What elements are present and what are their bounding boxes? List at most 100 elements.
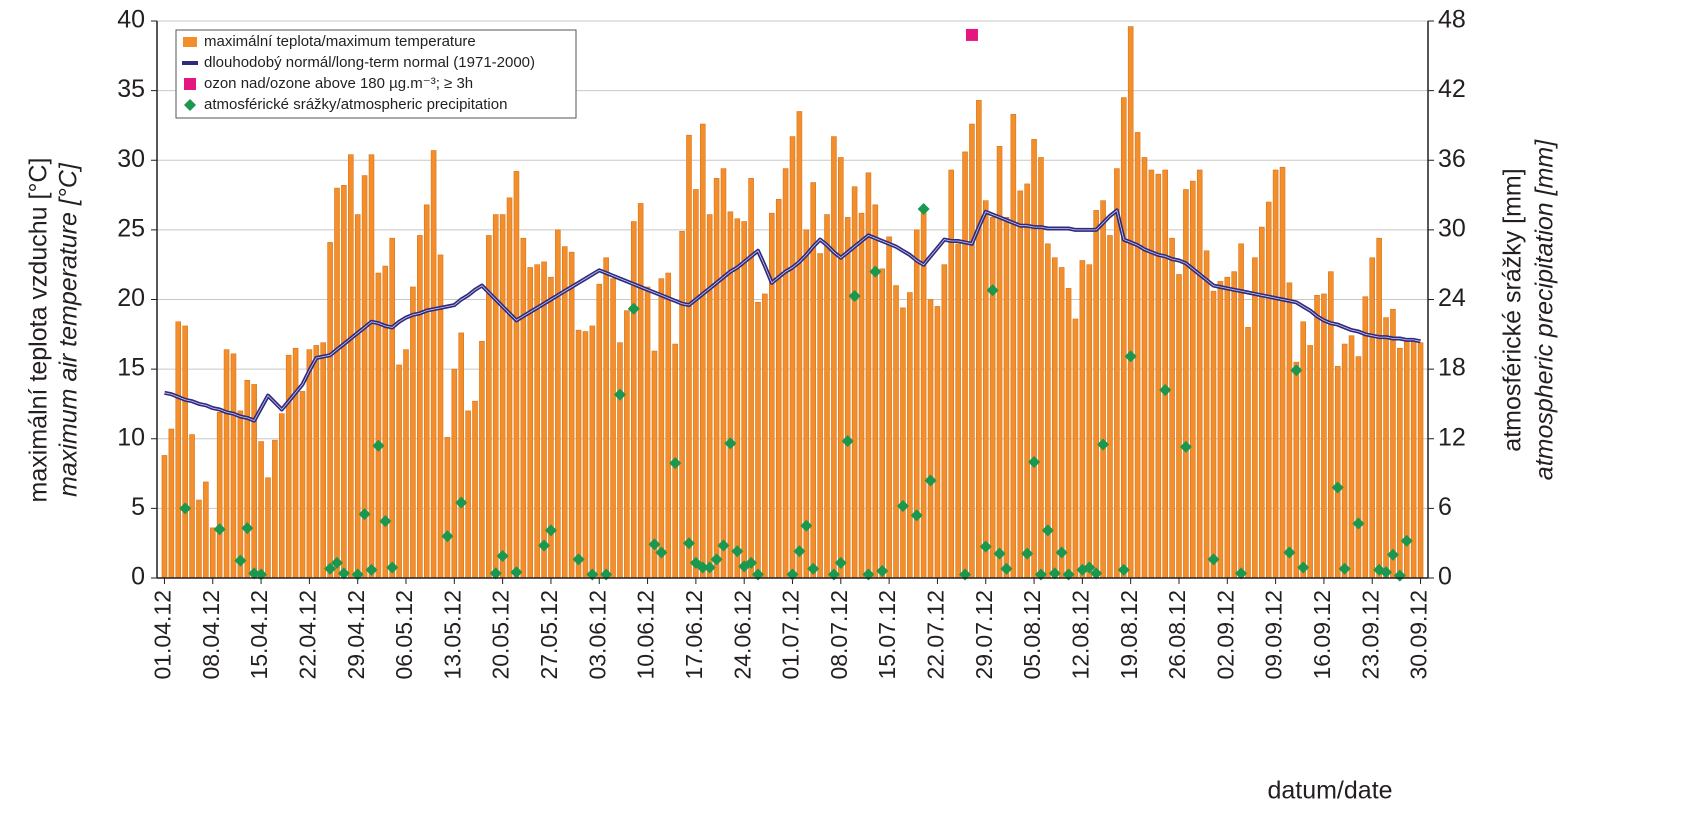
bar xyxy=(982,200,989,579)
legend-label: maximální teplota/maximum temperature xyxy=(204,33,476,50)
bar xyxy=(644,286,651,579)
precipitation-point xyxy=(538,539,551,552)
bar xyxy=(893,285,899,579)
precipitation-point xyxy=(696,561,709,574)
bar xyxy=(831,136,837,579)
bar xyxy=(375,272,382,579)
x-tick-label: 22.07.12 xyxy=(923,590,949,680)
bar xyxy=(693,189,699,579)
bar xyxy=(624,310,630,579)
bar xyxy=(458,332,465,579)
bar xyxy=(969,123,975,579)
precipitation-point xyxy=(1159,384,1172,397)
bar xyxy=(1190,180,1196,579)
bar xyxy=(161,455,168,579)
bar xyxy=(879,268,886,579)
bar xyxy=(1141,157,1148,579)
precipitation-point xyxy=(1083,561,1096,574)
bar xyxy=(1176,274,1182,579)
bar xyxy=(1300,321,1307,579)
bar xyxy=(741,221,747,579)
precipitation-point xyxy=(441,530,454,543)
precipitation-point xyxy=(489,567,502,580)
bar xyxy=(451,368,458,579)
precipitation-point xyxy=(1290,364,1303,377)
bar xyxy=(789,136,796,579)
legend-box xyxy=(175,29,577,119)
bar xyxy=(976,100,982,579)
precipitation-point xyxy=(731,545,744,558)
bar xyxy=(1259,226,1265,579)
bar xyxy=(1120,97,1127,579)
bar xyxy=(734,218,741,579)
bar xyxy=(1183,189,1189,579)
y-tick-label: 0 xyxy=(131,563,145,591)
bar xyxy=(1334,366,1341,579)
bar xyxy=(555,229,561,579)
bar xyxy=(278,413,285,579)
bar xyxy=(244,379,251,579)
bar xyxy=(230,353,237,579)
bar xyxy=(630,221,637,579)
y-axis-title-en: maximum air temperature [°C] xyxy=(55,162,83,497)
y2-tick-label: 36 xyxy=(1438,145,1466,173)
precipitation-point xyxy=(834,556,847,569)
bar xyxy=(492,214,499,579)
y2-tick-label: 30 xyxy=(1438,214,1466,242)
x-tick-label: 19.08.12 xyxy=(1116,590,1142,680)
legend-symbol xyxy=(183,37,197,47)
bar xyxy=(727,211,734,579)
y2-tick-label: 18 xyxy=(1438,354,1466,382)
y2-tick-label: 48 xyxy=(1438,6,1466,34)
precipitation-point xyxy=(1048,567,1061,580)
precipitation-point xyxy=(993,547,1006,560)
bar xyxy=(1065,288,1072,579)
precipitation-point xyxy=(241,522,254,535)
bar xyxy=(1355,356,1362,579)
precipitation-point xyxy=(793,545,806,558)
precipitation-point xyxy=(337,567,350,580)
precipitation-point xyxy=(1041,524,1054,537)
bar xyxy=(1162,169,1168,579)
precipitation-point xyxy=(910,509,923,522)
precipitation-point xyxy=(800,519,813,532)
bar xyxy=(506,197,513,579)
bar xyxy=(1086,264,1093,579)
precipitation-point xyxy=(613,388,626,401)
normal-line-inner xyxy=(164,209,1421,422)
precipitation-point xyxy=(510,566,523,579)
bar xyxy=(1272,169,1279,579)
precipitation-point xyxy=(1117,563,1130,576)
bar xyxy=(1252,257,1258,579)
precipitation-point xyxy=(1124,350,1137,363)
bar xyxy=(575,329,582,579)
bar xyxy=(679,230,685,579)
bar xyxy=(755,301,761,579)
precipitation-point xyxy=(869,265,882,278)
bar xyxy=(1155,173,1162,579)
bar xyxy=(1245,327,1251,579)
bar xyxy=(486,235,492,579)
bar xyxy=(665,272,672,579)
bar xyxy=(1328,271,1334,579)
precipitation-point xyxy=(896,500,909,513)
bar xyxy=(996,146,1003,579)
bar xyxy=(423,204,430,579)
bar xyxy=(561,246,568,579)
bar xyxy=(499,214,506,579)
bar xyxy=(824,214,830,579)
x-tick-label: 29.07.12 xyxy=(971,590,997,680)
bar xyxy=(1362,296,1369,579)
bar xyxy=(1321,293,1327,579)
bar xyxy=(265,477,271,579)
bar xyxy=(520,237,527,579)
precipitation-point xyxy=(986,284,999,297)
bar xyxy=(603,257,609,579)
precipitation-point xyxy=(455,496,468,509)
legend-label: dlouhodobý normál/long-term normal (1971… xyxy=(204,54,535,71)
x-tick-label: 29.04.12 xyxy=(343,590,369,680)
bar xyxy=(941,264,948,579)
bar xyxy=(320,342,326,579)
legend-label: atmosférické srážky/atmospheric precipit… xyxy=(204,96,507,113)
precipitation-point xyxy=(710,553,723,566)
